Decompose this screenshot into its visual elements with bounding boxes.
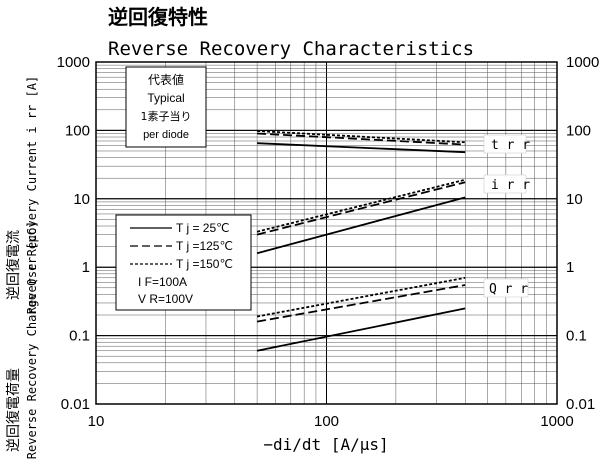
chart-title-jp: 逆回復特性 [108,5,208,29]
y-axis-title-upper: 逆回復電流 Reverse Recovery Current i rr [A] [5,76,39,314]
y-tick-label-right: 10 [566,191,583,208]
x-axis-title: −di/dt [A/μs] [263,435,388,454]
x-tick-label: 1000 [540,413,573,430]
plot-frame [95,61,558,405]
typical-note: 代表値 Typical 1素子当り per diode [125,66,207,148]
curve-label-irr-text: i r r [491,178,530,193]
series-trr-125 [257,132,466,146]
legend-label-25: T j = 25℃ [176,221,230,235]
series-lines [256,130,466,352]
series-irr-150 [256,178,466,233]
typical-note-box [125,66,207,148]
series-qrr-150 [256,276,466,318]
curve-label-trr-box [483,134,527,154]
series-trr-150 [257,130,466,144]
y-axis-title-upper-jp: 逆回復電流 [5,230,22,300]
legend-condition-current: I F=100A [138,275,187,289]
y-tick-label-left: 100 [65,122,90,139]
legend-label-125: T j =125℃ [176,239,233,253]
y-tick-label-right: 0.1 [566,328,587,345]
legend: T j = 25℃ T j =125℃ T j =150℃ I F=100A V… [115,214,252,311]
y-axis-title-lower: 逆回復電荷量 Reverse Recovery Charge Q rr [μC] [5,221,39,459]
typical-note-line3: 1素子当り [141,109,192,123]
y-axis-title-upper-en: Reverse Recovery Current i rr [A] [25,76,39,314]
y-tick-label-right: 1 [566,259,574,276]
curve-label-qrr: Q r r [483,278,529,298]
curve-label-qrr-text: Q r r [489,282,528,297]
y-tick-label-right: 1000 [566,54,599,71]
x-tick-label: 10 [88,413,105,430]
y-axis-title-lower-jp: 逆回復電荷量 [5,368,22,452]
series-irr-125 [256,181,466,236]
chart-title: Reverse Recovery Characteristics [108,38,474,60]
legend-label-150: T j =150℃ [176,257,233,271]
curve-label-irr: i r r [483,174,530,194]
y-tick-label-left: 0.1 [69,328,90,345]
series-irr-25 [256,196,466,255]
curve-label-irr-box [483,174,527,194]
series-qrr-25 [256,307,466,352]
typical-note-line4: per diode [143,129,189,141]
curve-label-trr-text: t r r [491,138,530,153]
typical-note-line2: Typical [147,91,184,105]
series-qrr-125 [256,284,466,323]
y-tick-label-right: 0.01 [566,396,595,413]
y-tick-label-right: 100 [566,122,591,139]
curve-label-trr: t r r [483,134,530,154]
y-tick-label-left: 1000 [57,54,90,71]
y-axis-title-lower-en: Reverse Recovery Charge Q rr [μC] [25,221,39,459]
curve-label-qrr-box [483,278,529,298]
legend-condition-voltage: V R=100V [138,292,193,306]
typical-note-line1: 代表値 [148,72,184,87]
x-tick-label: 100 [314,413,339,430]
legend-box [115,214,252,311]
series-trr-25 [257,142,466,154]
y-tick-label-left: 0.01 [61,396,90,413]
y-tick-label-left: 10 [73,191,90,208]
y-tick-label-left: 1 [82,259,90,276]
